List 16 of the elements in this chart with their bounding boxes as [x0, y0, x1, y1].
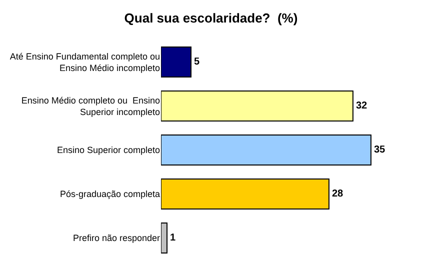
data-label: 35	[374, 144, 386, 156]
bar	[161, 46, 192, 78]
y-tick-label: Ensino Médio completo ou Ensino Superior incompleto	[21, 95, 160, 117]
data-label: 32	[356, 100, 368, 112]
y-tick-label: Prefiro não responder	[72, 233, 160, 244]
bar	[161, 134, 372, 166]
bar	[161, 222, 168, 254]
y-tick-label: Ensino Superior completo	[56, 145, 160, 156]
bar	[161, 90, 354, 122]
data-label: 1	[170, 232, 176, 244]
y-tick-label: Pós-graduação completa	[60, 189, 160, 200]
y-tick-label: Até Ensino Fundamental completo ou Ensino Médio incompleto	[10, 51, 160, 73]
data-label: 28	[332, 188, 344, 200]
chart-title: Qual sua escolaridade? (%)	[124, 10, 298, 26]
bar	[161, 178, 330, 210]
data-label: 5	[194, 56, 200, 68]
